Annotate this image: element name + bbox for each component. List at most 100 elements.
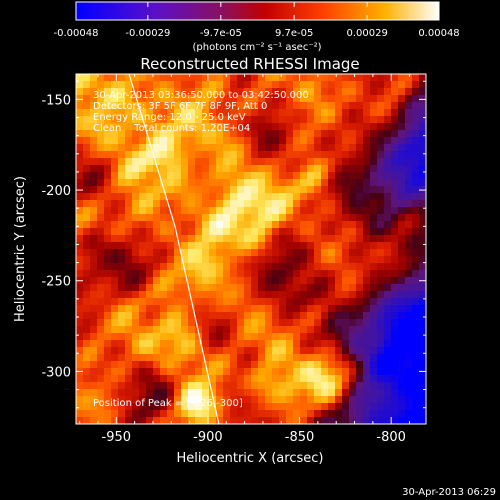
heatmap-cell — [272, 81, 280, 89]
heatmap-cell — [300, 312, 308, 320]
heatmap-cell — [223, 284, 231, 292]
heatmap-cell — [216, 221, 224, 229]
heatmap-cell — [195, 193, 203, 201]
heatmap-cell — [90, 319, 98, 327]
heatmap-cell — [335, 403, 343, 411]
heatmap-cell — [244, 326, 252, 334]
heatmap-cell — [279, 312, 287, 320]
heatmap-cell — [132, 81, 140, 89]
heatmap-cell — [83, 361, 91, 369]
heatmap-cell — [279, 410, 287, 418]
heatmap-cell — [328, 263, 336, 271]
heatmap-cell — [265, 102, 273, 110]
heatmap-cell — [342, 291, 350, 299]
heatmap-cell — [335, 340, 343, 348]
heatmap-cell — [244, 88, 252, 96]
heatmap-cell — [363, 382, 371, 390]
heatmap-cell — [391, 340, 399, 348]
heatmap-cell — [363, 74, 371, 82]
heatmap-cell — [286, 179, 294, 187]
heatmap-cell — [377, 249, 385, 257]
heatmap-cell — [391, 88, 399, 96]
heatmap-cell — [419, 361, 427, 369]
heatmap-cell — [412, 242, 420, 250]
heatmap-cell — [405, 333, 413, 341]
heatmap-cell — [251, 347, 259, 355]
heatmap-cell — [160, 74, 168, 82]
heatmap-cell — [97, 130, 105, 138]
heatmap-cell — [272, 326, 280, 334]
heatmap-cell — [223, 165, 231, 173]
heatmap-cell — [174, 123, 182, 131]
heatmap-cell — [153, 277, 161, 285]
heatmap-cell — [370, 291, 378, 299]
heatmap-cell — [132, 389, 140, 397]
heatmap-cell — [83, 158, 91, 166]
heatmap-cell — [202, 165, 210, 173]
heatmap-cell — [223, 312, 231, 320]
heatmap-cell — [237, 284, 245, 292]
heatmap-cell — [342, 81, 350, 89]
colorbar-tick-label: 9.7e-05 — [275, 28, 313, 39]
heatmap-cell — [188, 179, 196, 187]
heatmap-cell — [419, 235, 427, 243]
heatmap-cell — [405, 228, 413, 236]
heatmap-cell — [300, 249, 308, 257]
heatmap-cell — [356, 193, 364, 201]
heatmap-cell — [405, 116, 413, 124]
heatmap-cell — [174, 81, 182, 89]
heatmap-cell — [335, 165, 343, 173]
heatmap-cell — [370, 228, 378, 236]
heatmap-cell — [300, 382, 308, 390]
heatmap-cell — [314, 158, 322, 166]
heatmap-cell — [223, 109, 231, 117]
heatmap-cell — [370, 256, 378, 264]
heatmap-cell — [83, 305, 91, 313]
heatmap-cell — [384, 235, 392, 243]
heatmap-cell — [104, 179, 112, 187]
heatmap-cell — [209, 263, 217, 271]
heatmap-cell — [335, 312, 343, 320]
heatmap-cell — [363, 123, 371, 131]
heatmap-cell — [167, 109, 175, 117]
heatmap-cell — [195, 242, 203, 250]
heatmap-cell — [398, 361, 406, 369]
heatmap-cell — [384, 151, 392, 159]
heatmap-cell — [132, 158, 140, 166]
heatmap-cell — [286, 137, 294, 145]
heatmap-cell — [139, 200, 147, 208]
heatmap-cell — [76, 270, 84, 278]
heatmap-cell — [118, 137, 126, 145]
heatmap-cell — [174, 291, 182, 299]
heatmap-cell — [286, 221, 294, 229]
heatmap-cell — [174, 144, 182, 152]
heatmap-cell — [314, 354, 322, 362]
heatmap-cell — [83, 235, 91, 243]
heatmap-cell — [321, 389, 329, 397]
heatmap-cell — [188, 291, 196, 299]
heatmap-cell — [293, 137, 301, 145]
heatmap-cell — [349, 319, 357, 327]
heatmap-cell — [405, 102, 413, 110]
heatmap-cell — [139, 312, 147, 320]
heatmap-cell — [97, 270, 105, 278]
heatmap-cell — [398, 235, 406, 243]
heatmap-cell — [83, 221, 91, 229]
heatmap-cell — [237, 214, 245, 222]
heatmap-cell — [293, 130, 301, 138]
heatmap-cell — [356, 214, 364, 222]
heatmap-cell — [398, 382, 406, 390]
heatmap-cell — [391, 375, 399, 383]
heatmap-cell — [272, 151, 280, 159]
heatmap-cell — [258, 165, 266, 173]
heatmap-cell — [195, 249, 203, 257]
heatmap-cell — [209, 88, 217, 96]
heatmap-cell — [188, 361, 196, 369]
heatmap-cell — [125, 81, 133, 89]
heatmap-cell — [349, 382, 357, 390]
heatmap-cell — [202, 130, 210, 138]
heatmap-cell — [83, 123, 91, 131]
heatmap-cell — [202, 249, 210, 257]
heatmap-cell — [146, 102, 154, 110]
heatmap-cell — [356, 74, 364, 82]
